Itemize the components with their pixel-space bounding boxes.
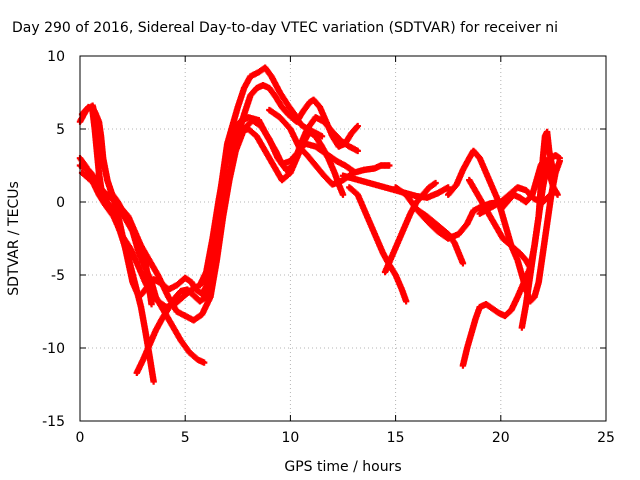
series-arc-14 <box>413 206 467 267</box>
x-tick-label: 25 <box>597 430 615 446</box>
series-arc-12 <box>381 179 439 276</box>
data-point <box>354 122 361 130</box>
x-tick-label: 0 <box>76 430 85 446</box>
y-tick-label: 5 <box>56 122 65 138</box>
plot-frame <box>79 55 607 422</box>
series-arc-1 <box>76 64 326 301</box>
grid-layer <box>80 56 606 421</box>
y-tick-label: -10 <box>42 341 65 357</box>
chart-title: Day 290 of 2016, Sidereal Day-to-day VTE… <box>12 20 558 36</box>
series-arc-20 <box>476 184 553 217</box>
data-point <box>432 179 439 187</box>
series-arc-19 <box>518 128 557 331</box>
series-arc-7 <box>133 82 361 377</box>
x-tick-label: 15 <box>387 430 405 446</box>
data-point <box>150 378 157 385</box>
data-point <box>550 169 557 176</box>
y-tick-label: 0 <box>56 195 65 211</box>
x-tick-label: 10 <box>281 430 299 446</box>
y-axis-label: SDTVAR / TECUs <box>6 181 22 296</box>
data-point <box>148 301 155 308</box>
y-tick-label: 10 <box>47 49 65 65</box>
data-point <box>339 191 347 198</box>
series-arc-6 <box>89 108 155 308</box>
tick-layer: 0 5 10 15 20 25 -15 -10 -5 0 5 10 <box>42 49 615 446</box>
data-point <box>445 184 452 191</box>
data-point <box>386 162 393 169</box>
data-point <box>556 155 563 162</box>
series-arc-8 <box>236 125 347 198</box>
x-tick-label: 20 <box>492 430 510 446</box>
data-point <box>554 191 561 198</box>
data-point <box>200 359 208 366</box>
series-arc-9 <box>266 106 393 188</box>
series-layer <box>76 64 563 385</box>
data-point <box>402 298 410 305</box>
data-point <box>459 260 467 267</box>
data-point <box>545 192 553 200</box>
y-tick-label: -15 <box>42 414 65 430</box>
series-arc-16 <box>466 176 534 271</box>
x-axis-label: GPS time / hours <box>284 459 401 475</box>
data-point <box>318 133 326 140</box>
x-tick-label: 5 <box>181 430 190 446</box>
y-tick-label: -5 <box>51 268 65 284</box>
data-point <box>354 147 361 155</box>
series-arc-11 <box>346 184 410 305</box>
